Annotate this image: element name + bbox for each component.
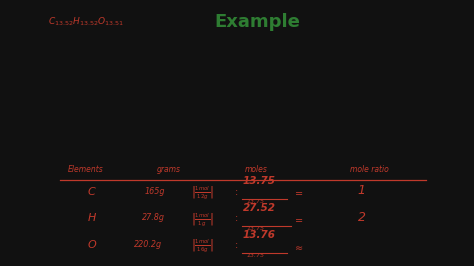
Text: :: : xyxy=(235,187,238,197)
Text: laboratory and produces 165 g of carbon, 27.8 g: laboratory and produces 165 g of carbon,… xyxy=(76,83,307,92)
Text: $\left|\frac{1mol}{12g}\right|$: $\left|\frac{1mol}{12g}\right|$ xyxy=(191,184,213,201)
Text: 13.75: 13.75 xyxy=(247,200,265,204)
Text: =: = xyxy=(295,216,303,226)
Text: 13.75: 13.75 xyxy=(247,253,265,258)
Text: grams: grams xyxy=(156,165,181,174)
Text: 2: 2 xyxy=(358,211,366,224)
Text: :: : xyxy=(235,213,238,223)
Text: 27.52: 27.52 xyxy=(243,203,276,213)
Text: :: : xyxy=(235,240,238,250)
Text: $\left|\frac{1mol}{1g}\right|$: $\left|\frac{1mol}{1g}\right|$ xyxy=(191,211,213,228)
Text: 220.2g: 220.2g xyxy=(134,240,163,249)
Text: ≈: ≈ xyxy=(295,243,303,253)
Text: empirical formula of the compound.: empirical formula of the compound. xyxy=(76,144,246,153)
Text: A sample of a compound is decomposed in the: A sample of a compound is decomposed in … xyxy=(76,53,299,61)
Text: mole ratio: mole ratio xyxy=(350,165,389,174)
Text: H: H xyxy=(88,213,96,223)
Text: 1: 1 xyxy=(358,184,366,197)
Text: 13.76: 13.76 xyxy=(243,230,276,240)
Text: of hydrogen, and 220.2 g O. Calculate the: of hydrogen, and 220.2 g O. Calculate th… xyxy=(76,114,275,123)
Text: 13.75: 13.75 xyxy=(247,226,265,231)
Text: $\left|\frac{1mol}{16g}\right|$: $\left|\frac{1mol}{16g}\right|$ xyxy=(191,238,213,255)
Text: moles: moles xyxy=(245,165,268,174)
Text: 27.8g: 27.8g xyxy=(142,213,165,222)
Text: 165g: 165g xyxy=(145,187,165,196)
Text: Example: Example xyxy=(214,13,300,31)
Text: =: = xyxy=(295,189,303,199)
Text: •: • xyxy=(60,53,67,65)
Text: 13.75: 13.75 xyxy=(243,176,276,186)
Text: Elements: Elements xyxy=(68,165,103,174)
Text: $C_{13.52}H_{13.52}O_{13.51}$: $C_{13.52}H_{13.52}O_{13.51}$ xyxy=(47,15,124,28)
Text: C: C xyxy=(88,187,96,197)
Text: O: O xyxy=(88,240,97,250)
